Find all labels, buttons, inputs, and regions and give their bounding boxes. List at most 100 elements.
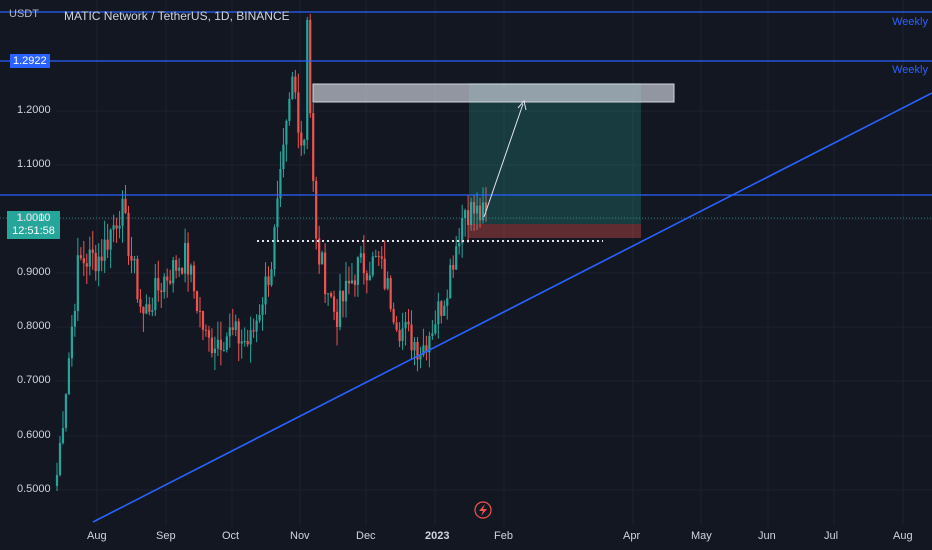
candle-body [449,264,452,299]
candle-body [368,275,371,281]
candle-body [288,98,291,121]
candle-body [172,260,175,284]
candle-body [282,144,285,169]
candle-body [327,293,330,295]
candle-body [58,443,62,475]
price-tick-label: 1.2000 [17,104,51,116]
time-tick-label: Feb [494,530,513,542]
candle-body [64,394,68,429]
resistance-box[interactable] [312,83,675,103]
time-tick-label: Dec [356,530,376,542]
candle-body [416,341,419,360]
candle-body [70,326,73,359]
candle-body [216,339,219,349]
candle-body [130,255,133,261]
candle-body [407,321,410,325]
candle-body [428,336,431,353]
candle-body [398,329,401,342]
candle-body [383,258,386,289]
candle-body [306,19,309,140]
candle-body [335,311,339,328]
candle-body [347,280,351,284]
time-tick-label: Aug [87,530,107,542]
candle-body [207,330,211,338]
candle-body [91,249,94,253]
ascending-trendline[interactable] [92,92,932,523]
candle-body [76,255,79,311]
candle-body [181,267,184,274]
candle-body [85,263,88,267]
candle-body [365,273,368,281]
candle-body [481,202,485,221]
stop-loss-zone[interactable] [469,224,641,238]
candle-body [350,280,354,284]
projection-arrow[interactable] [483,99,527,218]
bar-countdown: 12:51:58 [12,225,55,237]
candle-body [252,330,255,332]
target-zone[interactable] [469,83,641,224]
current-price-value: 1.0010 [16,212,51,224]
candle-body [377,255,380,257]
candle-body [267,276,270,286]
candle-body [163,276,166,293]
candle-body [464,210,467,219]
candle-body [422,345,425,356]
candle-body [192,265,196,292]
candle-body [294,76,297,93]
candle-body [228,327,231,337]
candle-body [67,358,71,395]
candle-body [178,267,181,271]
price-tick-label: 0.8000 [17,320,51,332]
candle-body [210,337,214,354]
candle-body [270,269,273,286]
candles [55,13,488,491]
candle-body [243,340,246,342]
candle-body [186,242,190,275]
candle-body [472,202,476,214]
candle-body [353,280,357,285]
candle-body [166,276,169,281]
candle-body [148,304,151,312]
candle-body [484,202,488,211]
symbol-title[interactable]: MATIC Network / TetherUS, 1D, BINANCE [64,9,290,23]
candle-body [198,310,202,312]
price-tick-label: 0.9000 [17,266,51,278]
candle-body [154,278,157,311]
candle-body [157,278,160,291]
candle-body [225,336,228,350]
candle-body [315,180,318,239]
candle-body [419,355,422,360]
candle-body [425,345,428,353]
candle-body [443,305,446,316]
candle-body [324,252,327,295]
time-tick-label: Oct [222,530,240,542]
candle-body [82,258,85,264]
candle-body [300,132,303,146]
candle-body [184,242,187,274]
candle-body [446,298,449,306]
candle-body [455,246,458,270]
candle-body [195,291,199,311]
candle-body [112,225,115,230]
price-tick-label: 0.6000 [17,429,51,441]
candle-body [321,252,324,265]
candle-body [240,341,243,344]
candle-body [79,255,82,259]
lightning-icon[interactable] [474,501,492,519]
candle-body [470,202,473,226]
candle-body [136,258,139,300]
candle-body [103,239,106,261]
candle-body [341,290,345,302]
candle-body [389,278,392,309]
candle-body [160,290,163,293]
candle-body [410,324,413,351]
candle-body [109,229,112,250]
candle-body [264,276,267,305]
price-tick-label: 1.1000 [17,158,51,170]
candle-body [332,296,336,312]
candle-body [318,238,321,265]
weekly-price-tag: 1.2922 [10,54,50,68]
weekly-label-2: Weekly [892,64,928,76]
